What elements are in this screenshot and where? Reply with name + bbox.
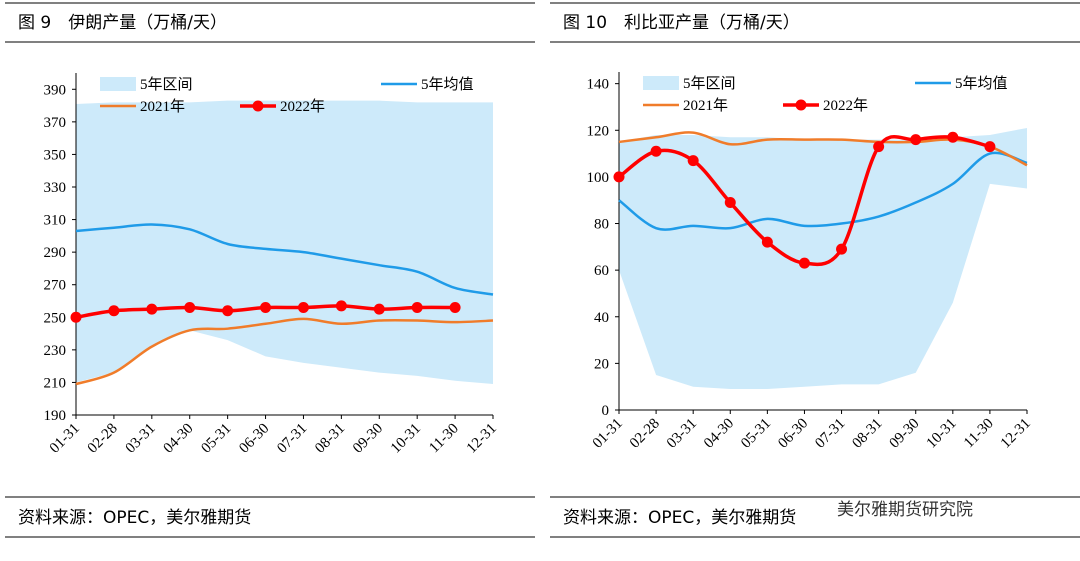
y-tick-label: 290 bbox=[44, 245, 67, 261]
watermark: 美尔雅期货研究院 bbox=[837, 500, 973, 520]
y-tick-label: 270 bbox=[44, 278, 67, 294]
x-tick-label: 10-31 bbox=[924, 416, 960, 452]
x-tick-label: 12-31 bbox=[998, 416, 1034, 452]
y-tick-label: 60 bbox=[594, 263, 609, 279]
legend-label: 2022年 bbox=[823, 97, 868, 114]
marker bbox=[411, 302, 423, 314]
marker bbox=[947, 131, 959, 143]
legend-label: 5年区间 bbox=[683, 75, 736, 92]
x-tick-label: 07-31 bbox=[812, 416, 848, 452]
legend-swatch bbox=[643, 76, 679, 90]
legend-label: 5年均值 bbox=[955, 75, 1008, 92]
legend-marker bbox=[795, 99, 807, 111]
marker bbox=[650, 145, 662, 157]
x-tick-label: 08-31 bbox=[312, 421, 348, 457]
x-tick-label: 08-31 bbox=[849, 416, 885, 452]
marker bbox=[184, 302, 196, 314]
y-tick-label: 20 bbox=[594, 356, 609, 372]
y-tick-label: 100 bbox=[587, 170, 610, 186]
marker bbox=[70, 311, 82, 323]
marker bbox=[449, 302, 461, 314]
y-tick-label: 210 bbox=[44, 375, 67, 391]
x-tick-label: 11-30 bbox=[961, 416, 997, 452]
x-tick-label: 05-31 bbox=[198, 421, 234, 457]
range-band bbox=[619, 127, 1027, 390]
marker bbox=[373, 303, 385, 315]
x-tick-label: 05-31 bbox=[738, 416, 774, 452]
legend-label: 2021年 bbox=[683, 97, 728, 114]
x-tick-label: 02-28 bbox=[627, 416, 663, 452]
marker bbox=[613, 171, 625, 183]
y-tick-label: 230 bbox=[44, 343, 67, 359]
y-tick-label: 390 bbox=[44, 82, 67, 98]
x-tick-label: 02-28 bbox=[85, 421, 121, 457]
marker bbox=[761, 236, 773, 248]
x-tick-label: 03-31 bbox=[664, 416, 700, 452]
x-tick-label: 12-31 bbox=[464, 421, 500, 457]
marker bbox=[798, 257, 810, 269]
marker bbox=[984, 141, 996, 153]
legend-label: 5年区间 bbox=[140, 76, 193, 93]
y-tick-label: 350 bbox=[44, 147, 67, 163]
legend-label: 5年均值 bbox=[421, 76, 474, 93]
y-tick-label: 80 bbox=[594, 217, 609, 233]
y-tick-label: 140 bbox=[587, 77, 610, 93]
series-line bbox=[75, 317, 494, 386]
y-tick-label: 0 bbox=[602, 403, 610, 419]
x-tick-label: 07-31 bbox=[274, 421, 310, 457]
series-line bbox=[75, 223, 494, 296]
x-tick-label: 01-31 bbox=[590, 416, 626, 452]
marker bbox=[687, 155, 699, 167]
marker bbox=[836, 243, 848, 255]
marker bbox=[335, 300, 347, 312]
x-tick-label: 11-30 bbox=[426, 421, 462, 457]
x-tick-label: 01-31 bbox=[47, 421, 83, 457]
source: 资料来源：OPEC，美尔雅期货 bbox=[563, 508, 796, 528]
x-tick-label: 09-30 bbox=[350, 421, 386, 457]
y-tick-label: 250 bbox=[44, 310, 67, 326]
x-tick-label: 03-31 bbox=[123, 421, 159, 457]
marker bbox=[108, 305, 120, 317]
legend-marker bbox=[252, 100, 264, 112]
marker bbox=[260, 302, 272, 314]
legend-label: 2021年 bbox=[140, 98, 185, 115]
range-band bbox=[76, 100, 493, 385]
chart-title: 图 10 利比亚产量（万桶/天） bbox=[563, 13, 800, 33]
y-tick-label: 40 bbox=[594, 310, 609, 326]
y-tick-label: 310 bbox=[44, 213, 67, 229]
marker bbox=[910, 134, 922, 146]
legend-swatch bbox=[100, 77, 136, 91]
y-tick-label: 120 bbox=[587, 123, 610, 139]
marker bbox=[297, 302, 309, 314]
x-tick-label: 10-31 bbox=[388, 421, 424, 457]
marker bbox=[222, 305, 234, 317]
x-tick-label: 04-30 bbox=[160, 421, 196, 457]
x-tick-label: 04-30 bbox=[701, 416, 737, 452]
x-tick-label: 09-30 bbox=[886, 416, 922, 452]
legend-label: 2022年 bbox=[280, 98, 325, 115]
chart-title: 图 9 伊朗产量（万桶/天） bbox=[18, 13, 227, 33]
y-tick-label: 190 bbox=[44, 408, 67, 424]
y-tick-label: 330 bbox=[44, 180, 67, 196]
x-tick-label: 06-30 bbox=[775, 416, 811, 452]
x-tick-label: 06-30 bbox=[236, 421, 272, 457]
marker bbox=[724, 197, 736, 209]
source: 资料来源：OPEC，美尔雅期货 bbox=[18, 508, 251, 528]
y-tick-label: 370 bbox=[44, 115, 67, 131]
marker bbox=[873, 141, 885, 153]
series-line bbox=[618, 151, 1028, 231]
marker bbox=[146, 303, 158, 315]
